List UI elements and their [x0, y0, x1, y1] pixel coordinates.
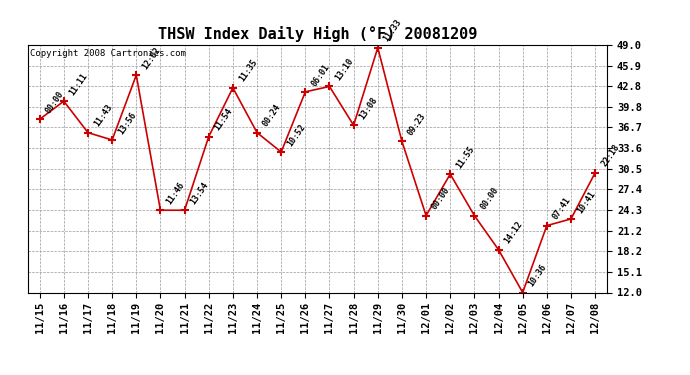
Text: 11:54: 11:54	[213, 107, 235, 132]
Text: 11:35: 11:35	[237, 58, 259, 84]
Text: 00:00: 00:00	[44, 90, 66, 115]
Text: 14:12: 14:12	[503, 220, 524, 246]
Text: 12:02: 12:02	[141, 45, 162, 71]
Text: 13:56: 13:56	[117, 110, 138, 136]
Text: 13:10: 13:10	[334, 57, 355, 82]
Text: 11:55: 11:55	[455, 144, 476, 170]
Title: THSW Index Daily High (°F) 20081209: THSW Index Daily High (°F) 20081209	[158, 27, 477, 42]
Text: 00:00: 00:00	[479, 186, 500, 211]
Text: 00:00: 00:00	[431, 186, 452, 211]
Text: 00:24: 00:24	[262, 103, 283, 129]
Text: 11:33: 11:33	[382, 18, 404, 44]
Text: 07:41: 07:41	[551, 196, 573, 222]
Text: 06:01: 06:01	[310, 62, 331, 88]
Text: 11:46: 11:46	[165, 180, 186, 206]
Text: 10:41: 10:41	[575, 189, 597, 215]
Text: 13:08: 13:08	[358, 96, 380, 121]
Text: 10:36: 10:36	[527, 263, 549, 288]
Text: 10:52: 10:52	[286, 122, 307, 148]
Text: Copyright 2008 Cartronics.com: Copyright 2008 Cartronics.com	[30, 49, 186, 58]
Text: 22:18: 22:18	[600, 143, 621, 169]
Text: 11:11: 11:11	[68, 71, 90, 97]
Text: 13:54: 13:54	[189, 180, 210, 206]
Text: 09:23: 09:23	[406, 111, 428, 137]
Text: 11:43: 11:43	[92, 103, 114, 129]
